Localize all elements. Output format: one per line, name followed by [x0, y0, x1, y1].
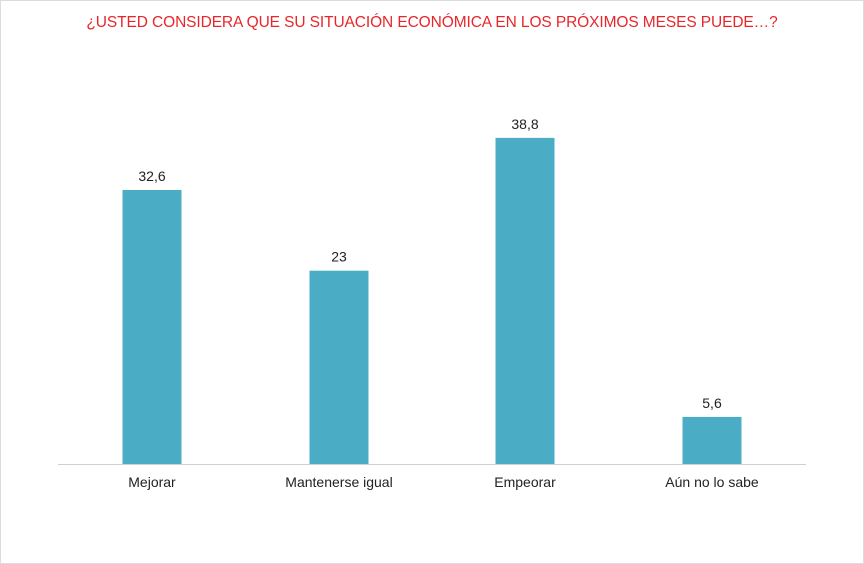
data-label-3: 38,8 — [511, 116, 538, 132]
data-label-4: 5,6 — [702, 395, 722, 411]
chart-title: ¿USTED CONSIDERA QUE SU SITUACIÓN ECONÓM… — [86, 14, 778, 31]
category-label-3: Empeorar — [494, 474, 556, 490]
bars-group — [122, 137, 742, 464]
data-label-2: 23 — [331, 249, 347, 265]
data-label-1: 32,6 — [138, 168, 165, 184]
category-label-4: Aún no lo sabe — [665, 474, 759, 490]
category-label-2: Mantenerse igual — [285, 474, 392, 490]
bar-1 — [122, 190, 182, 464]
value-labels-group: 32,6 23 38,8 5,6 — [138, 116, 722, 411]
bar-4 — [682, 416, 742, 464]
bar-2 — [309, 270, 369, 464]
category-label-1: Mejorar — [128, 474, 176, 490]
category-labels-group: Mejorar Mantenerse igual Empeorar Aún no lo… — [128, 474, 759, 490]
bar-3 — [495, 137, 555, 464]
